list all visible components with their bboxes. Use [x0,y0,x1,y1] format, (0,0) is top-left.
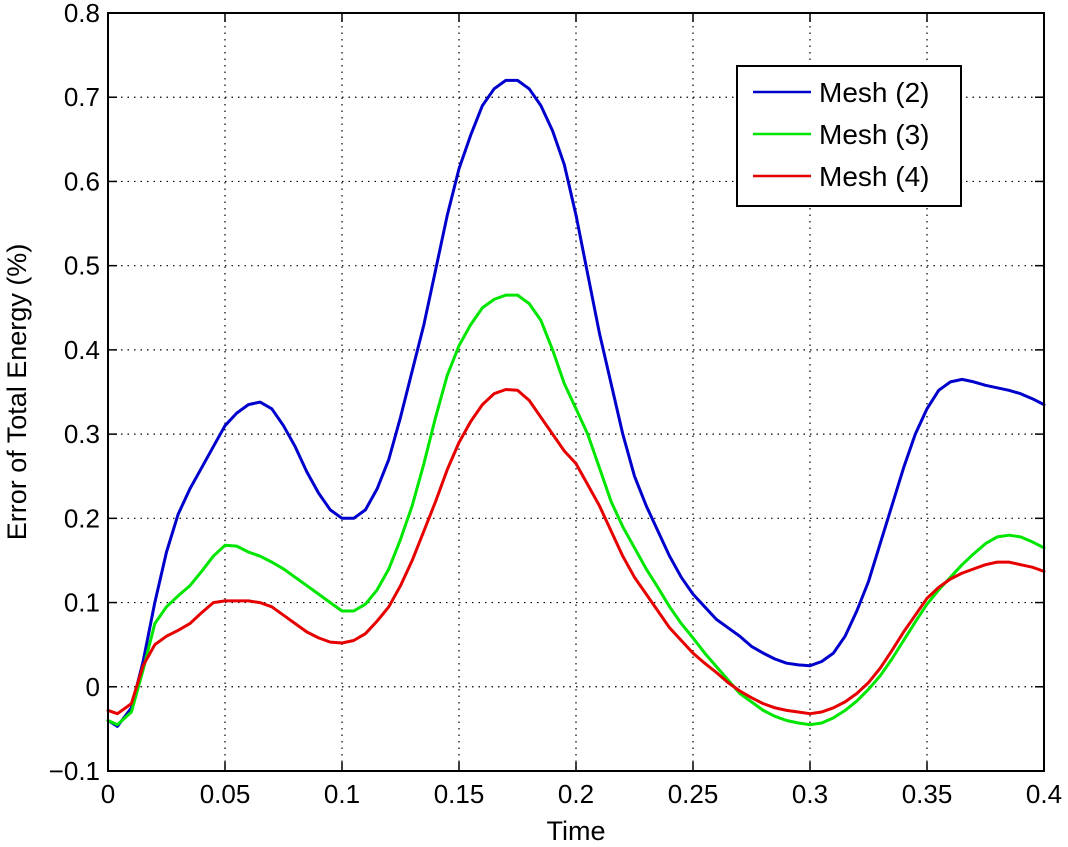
grid [108,13,1044,771]
legend: Mesh (2) Mesh (3) Mesh (4) [736,65,962,207]
y-tick-label: 0.1 [64,588,100,618]
y-tick-label: −0.1 [49,756,100,786]
y-tick-label: 0.4 [64,335,100,365]
y-tick-labels: −0.1 0 0.1 0.2 0.3 0.4 0.5 0.6 0.7 0.8 [49,0,100,786]
x-axis-title: Time [547,816,606,846]
y-tick-label: 0.7 [64,82,100,112]
ticks [107,12,1045,772]
series-line-mesh-4 [106,388,1046,716]
legend-label-mesh-4: Mesh (4) [819,161,929,192]
x-tick-label: 0.05 [200,779,251,809]
x-tick-label: 0.2 [558,779,594,809]
series-line-mesh-3 [106,293,1046,727]
x-tick-label: 0.3 [792,779,828,809]
y-axis-title: Error of Total Energy (%) [2,244,32,541]
series-line-mesh-2 [106,78,1046,728]
x-tick-label: 0.15 [434,779,485,809]
y-tick-label: 0.5 [64,251,100,281]
legend-label-mesh-3: Mesh (3) [819,119,929,150]
y-tick-label: 0.6 [64,166,100,196]
legend-label-mesh-2: Mesh (2) [819,77,929,108]
x-tick-label: 0.35 [902,779,953,809]
y-tick-label: 0.2 [64,503,100,533]
series-lines [106,78,1046,728]
x-tick-label: 0.25 [668,779,719,809]
y-tick-label: 0 [86,672,100,702]
x-tick-label: 0.4 [1026,779,1062,809]
y-tick-label: 0.8 [64,0,100,28]
x-tick-label: 0 [101,779,115,809]
y-tick-label: 0.3 [64,419,100,449]
x-tick-labels: 0 0.05 0.1 0.15 0.2 0.25 0.3 0.35 0.4 [101,779,1062,809]
legend-box [736,65,962,207]
x-tick-label: 0.1 [324,779,360,809]
